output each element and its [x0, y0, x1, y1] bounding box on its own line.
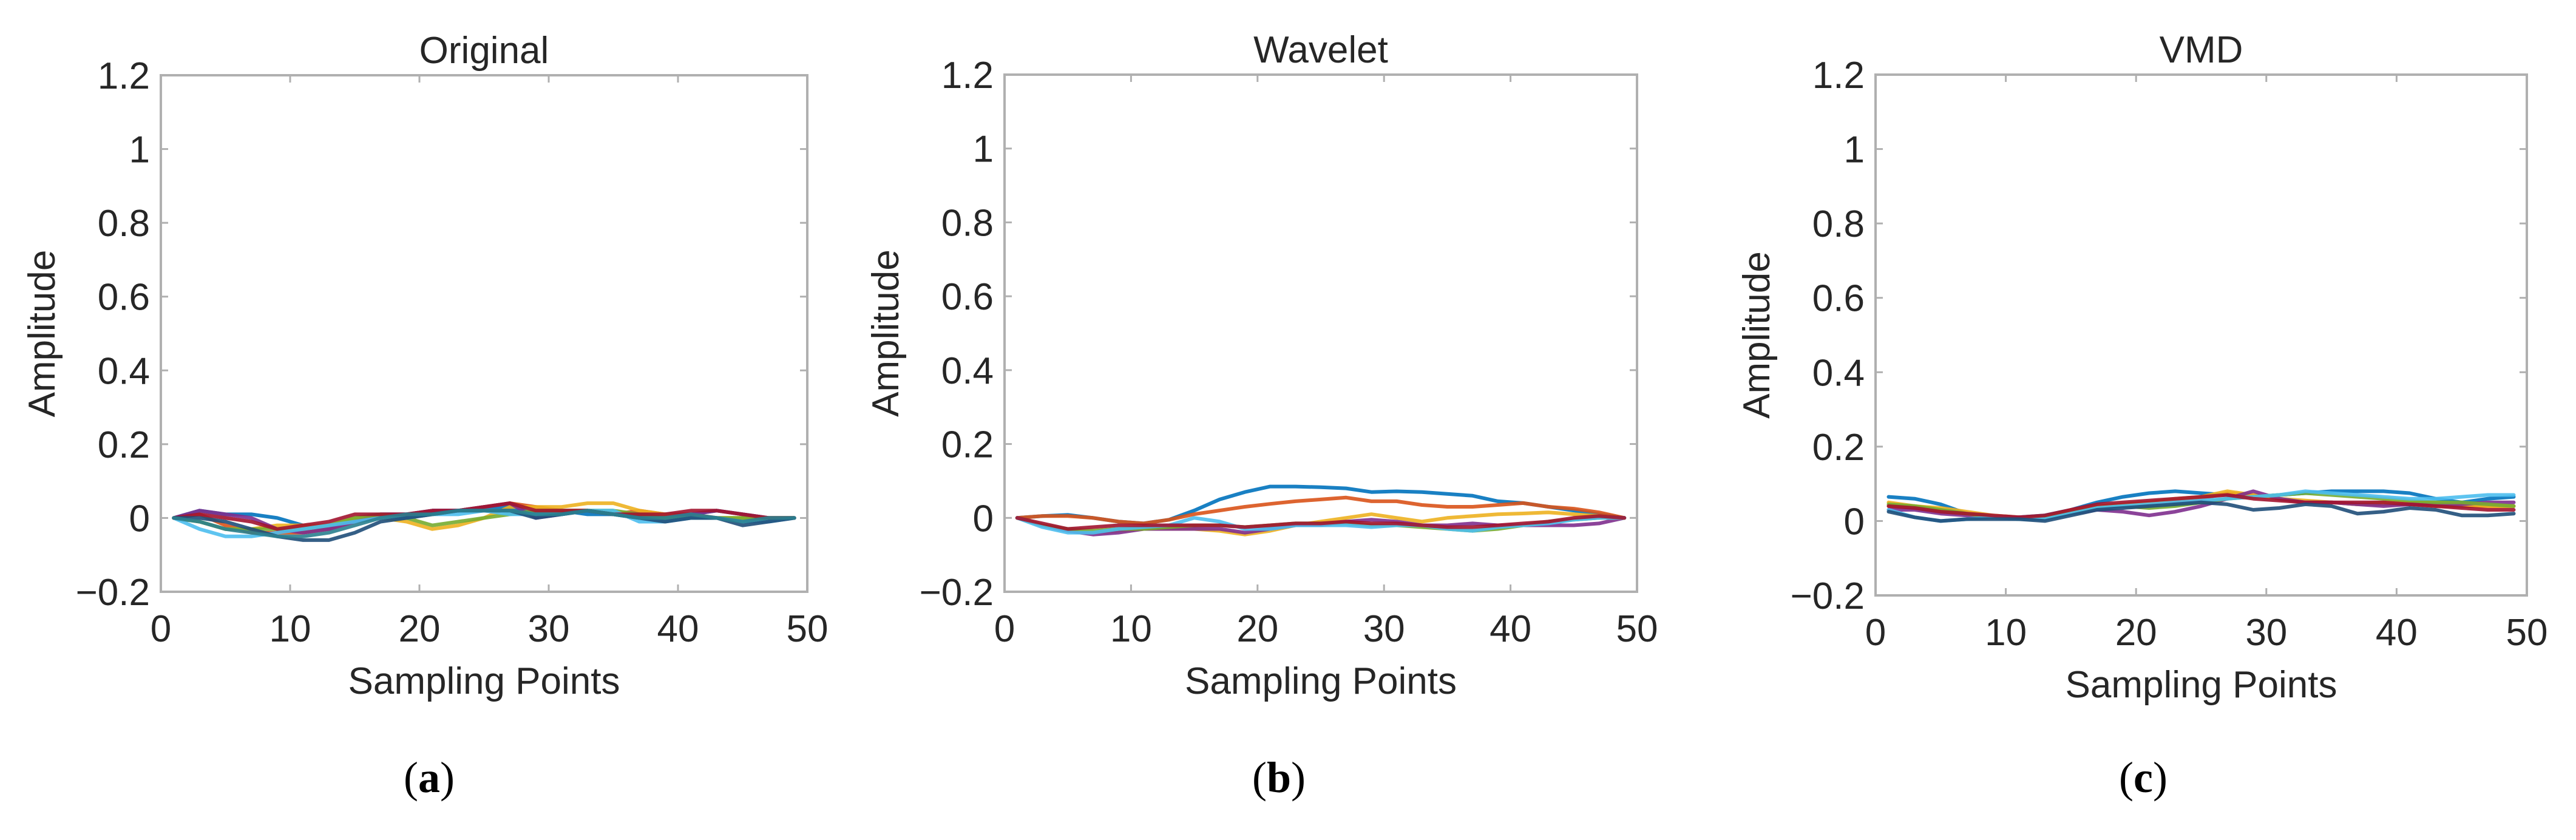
- x-tick-label: 0: [1865, 612, 1886, 654]
- y-tick-label: 0: [973, 498, 994, 540]
- chart-wavelet: 0 10 20 30 40 50−0.200.20.40.60.811.2WaveletS…: [865, 29, 1658, 702]
- y-tick-label: 1.2: [1812, 55, 1865, 97]
- x-axis-label: Sampling Points: [1185, 660, 1457, 702]
- series-line-s2: [1015, 495, 1627, 526]
- x-tick-label: 30: [528, 608, 570, 650]
- y-tick-label: 0.8: [1812, 203, 1865, 245]
- series-line-s6: [1015, 516, 1627, 535]
- chart-title: Wavelet: [1253, 29, 1388, 71]
- tick-marks: [160, 74, 808, 593]
- series-line-s9: [172, 509, 796, 538]
- y-tick-label: 0.2: [98, 424, 150, 466]
- series-line-s7: [172, 501, 796, 531]
- caption-a: (a): [404, 753, 455, 802]
- x-tick-label: 50: [2506, 612, 2548, 654]
- y-tick-label: 0.4: [98, 350, 150, 392]
- x-tick-label: 20: [399, 608, 441, 650]
- y-tick-label: 1.2: [98, 55, 150, 97]
- x-tick-label: 40: [1490, 608, 1531, 650]
- x-tick-label: 0: [994, 608, 1015, 650]
- panel-vmd: 0 10 20 30 40 50 −0.2 0 0.2 0.4 0.6 0.8 1 1.2 VMD Sampl…: [1714, 0, 2572, 840]
- x-tick-label: 50: [787, 608, 829, 650]
- x-tick-label: 10: [269, 608, 311, 650]
- x-tick-label: 0: [151, 608, 171, 650]
- series-lines: [1886, 489, 2516, 523]
- y-tick-label: 0: [1844, 501, 1865, 543]
- caption-c: (c): [2119, 753, 2168, 802]
- tick-marks: [1003, 73, 1638, 593]
- chart-title: Original: [419, 30, 549, 72]
- y-tick-label: 0.4: [941, 350, 994, 392]
- y-tick-label: 0.8: [941, 202, 994, 244]
- chart-original: 0 10 20 30 40 50−0.200.20.40.60.811.2Original…: [21, 30, 829, 702]
- x-tick-label: 20: [2115, 612, 2157, 654]
- x-tick-label: 50: [1616, 608, 1658, 650]
- panel-original: 0 10 20 30 40 50 −0.2 0 0.2 0.4 0.6 0.8 1 1.2 Original…: [0, 0, 858, 840]
- y-tick-label: 0.8: [98, 203, 150, 245]
- x-axis-label: Sampling Points: [2065, 664, 2337, 706]
- caption-b: (b): [1252, 753, 1306, 802]
- x-tick-label: 20: [1236, 608, 1278, 650]
- panel-wavelet: 0 10 20 30 40 50 −0.2 0 0.2 0.4 0.6 0.8 1 1.2 Wavelet S…: [850, 0, 1708, 840]
- chart-title: VMD: [2160, 29, 2243, 71]
- x-tick-label: 40: [2376, 612, 2418, 654]
- y-tick-label: 1: [973, 129, 994, 171]
- series-line-s7: [1015, 514, 1627, 531]
- y-tick-label: 0.6: [1812, 278, 1865, 320]
- y-tick-label: −0.2: [920, 572, 994, 614]
- series-lines: [1015, 484, 1627, 537]
- y-tick-label: 0.4: [1812, 352, 1865, 394]
- y-tick-label: 1: [129, 129, 150, 171]
- y-axis-label: Amplitude: [21, 250, 63, 418]
- tick-marks: [1874, 73, 2528, 597]
- y-axis-label: Amplitude: [865, 249, 907, 417]
- y-tick-label: 0.2: [1812, 427, 1865, 469]
- series-lines: [172, 501, 796, 542]
- y-tick-label: 1: [1844, 129, 1865, 171]
- y-tick-label: 0.6: [98, 277, 150, 319]
- y-axis-label: Amplitude: [1736, 251, 1778, 419]
- x-tick-label: 30: [1363, 608, 1405, 650]
- x-tick-label: 10: [1985, 612, 2027, 654]
- y-tick-label: 1.2: [941, 55, 994, 97]
- x-axis-label: Sampling Points: [348, 660, 620, 702]
- series-line-s6: [1886, 489, 2516, 523]
- series-line-s8: [1886, 500, 2516, 523]
- x-tick-label: 10: [1110, 608, 1152, 650]
- chart-vmd: 0 10 20 30 40 50−0.200.20.40.60.811.2VMDSampl…: [1736, 29, 2548, 706]
- y-tick-label: 0.2: [941, 424, 994, 466]
- y-tick-label: 0.6: [941, 276, 994, 318]
- y-tick-label: −0.2: [76, 572, 150, 614]
- y-tick-label: −0.2: [1791, 575, 1865, 617]
- series-line-s7: [1886, 493, 2516, 520]
- x-tick-label: 40: [657, 608, 699, 650]
- x-tick-label: 30: [2245, 612, 2287, 654]
- y-tick-label: 0: [129, 498, 150, 540]
